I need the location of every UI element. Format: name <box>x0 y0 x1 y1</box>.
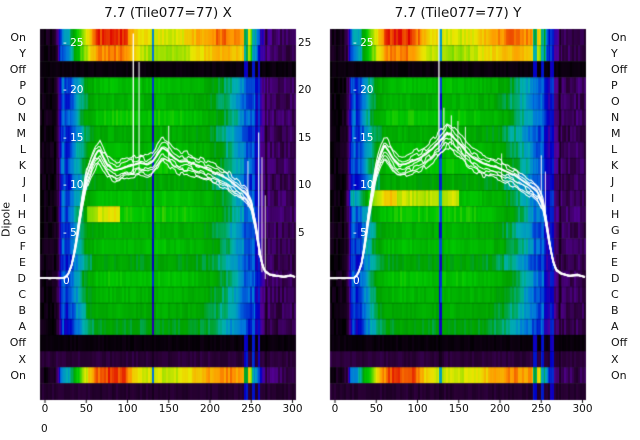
row-label-left: B <box>18 304 26 318</box>
row-label-left: C <box>18 288 26 302</box>
row-label-right: Off <box>611 336 628 350</box>
row-label-right: On <box>611 30 627 44</box>
row-label-left: X <box>18 352 26 366</box>
row-label-left: H <box>17 207 26 221</box>
x-tick-label: 0 <box>41 403 49 415</box>
plot-title-x: 7.7 (Tile077=77) X <box>104 5 232 21</box>
row-label-left: G <box>17 223 26 237</box>
x-tick-label: 200 <box>489 403 511 415</box>
db-tick-label: - 20 <box>353 84 374 97</box>
row-label-right: O <box>611 94 620 108</box>
row-label-left: J <box>22 175 26 189</box>
x-tick-label: 250 <box>531 403 552 415</box>
x-tick-label: 50 <box>369 403 383 415</box>
db-tick-label-gap: 15 <box>298 131 312 144</box>
row-label-right: Y <box>611 46 618 60</box>
x-tick-label: 0 <box>331 403 339 415</box>
row-label-right: On <box>611 368 627 382</box>
row-label-left: M <box>16 127 27 141</box>
db-tick-label: - 25 <box>63 36 84 49</box>
db-tick-label: 0 <box>63 274 70 287</box>
x-tick-label: 50 <box>79 403 93 415</box>
row-label-right: B <box>611 304 619 318</box>
x-tick-label: 200 <box>199 403 221 415</box>
db-tick-label: - 10 <box>353 179 374 192</box>
row-label-left: E <box>19 255 26 269</box>
plot-title-y: 7.7 (Tile077=77) Y <box>394 5 522 21</box>
row-label-left: F <box>19 239 26 253</box>
db-tick-label: - 5 <box>353 226 367 239</box>
x-tick-label: 100 <box>117 403 138 415</box>
row-label-left: L <box>19 143 26 157</box>
x-tick-label: 300 <box>572 403 593 415</box>
db-tick-label-gap: 10 <box>298 179 312 192</box>
row-label-right: M <box>611 127 621 141</box>
row-label-right: G <box>611 223 620 237</box>
row-label-left: N <box>17 111 26 125</box>
row-label-right: K <box>611 159 619 173</box>
row-label-left: I <box>22 191 26 205</box>
x-tick-label: 150 <box>158 403 179 415</box>
db-tick-label: - 15 <box>353 131 374 144</box>
db-tick-label-gap: 25 <box>298 36 312 49</box>
row-label-left: Off <box>9 336 26 350</box>
db-tick-label-gap: 20 <box>298 84 312 97</box>
row-label-left: Off <box>9 62 26 76</box>
row-label-left: D <box>17 272 26 286</box>
x-tick-label: 250 <box>241 403 262 415</box>
row-label-right: D <box>611 272 620 286</box>
row-label-right: A <box>611 320 619 334</box>
db-tick-label: - 15 <box>63 131 84 144</box>
x-tick-label: 150 <box>448 403 469 415</box>
row-label-left: On <box>10 368 26 382</box>
db-tick-label: - 20 <box>63 84 84 97</box>
row-label-right: J <box>611 175 615 189</box>
db-tick-label: 0 <box>353 274 360 287</box>
corner-axis-label: 0 <box>41 423 48 435</box>
row-label-right: P <box>611 78 618 92</box>
row-label-right: H <box>611 207 620 221</box>
db-tick-label: - 5 <box>63 226 77 239</box>
db-tick-label-gap: 5 <box>298 226 305 239</box>
row-label-right: E <box>611 255 618 269</box>
row-label-right: Off <box>611 62 628 76</box>
row-label-left: P <box>19 78 26 92</box>
row-label-right: X <box>611 352 619 366</box>
row-label-right: I <box>611 191 615 205</box>
row-label-left: Y <box>19 46 26 60</box>
row-label-right: C <box>611 288 619 302</box>
row-label-left: K <box>18 159 26 173</box>
x-tick-label: 100 <box>407 403 428 415</box>
row-label-right: N <box>611 111 620 125</box>
row-label-right: L <box>611 143 618 157</box>
row-label-right: F <box>611 239 618 253</box>
row-label-left: On <box>10 30 26 44</box>
db-tick-label: - 10 <box>63 179 84 192</box>
db-tick-label: - 25 <box>353 36 374 49</box>
x-tick-label: 300 <box>282 403 303 415</box>
row-label-left: A <box>18 320 26 334</box>
row-label-left: O <box>17 94 26 108</box>
